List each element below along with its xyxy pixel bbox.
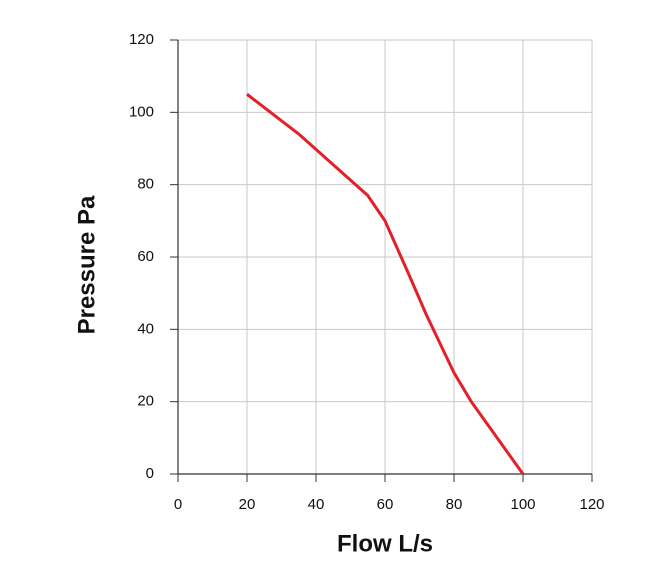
y-tick-label: 120 xyxy=(129,31,154,48)
x-tick-label: 40 xyxy=(308,496,325,513)
x-tick-label: 60 xyxy=(377,496,394,513)
y-tick-label: 80 xyxy=(137,176,154,193)
x-tick-label: 80 xyxy=(446,496,463,513)
x-tick-label: 20 xyxy=(239,496,256,513)
y-tick-label: 40 xyxy=(137,320,154,337)
y-tick-label: 0 xyxy=(146,465,154,482)
data-line xyxy=(246,93,525,475)
x-tick-label: 0 xyxy=(174,496,182,513)
y-tick-label: 60 xyxy=(137,248,154,265)
x-tick-label: 120 xyxy=(579,496,604,513)
x-axis-title: Flow L/s xyxy=(337,530,433,557)
y-tick-label: 20 xyxy=(137,393,154,410)
y-tick-label: 100 xyxy=(129,103,154,120)
x-tick-label: 100 xyxy=(510,496,535,513)
y-axis-title: Pressure Pa xyxy=(73,195,100,334)
